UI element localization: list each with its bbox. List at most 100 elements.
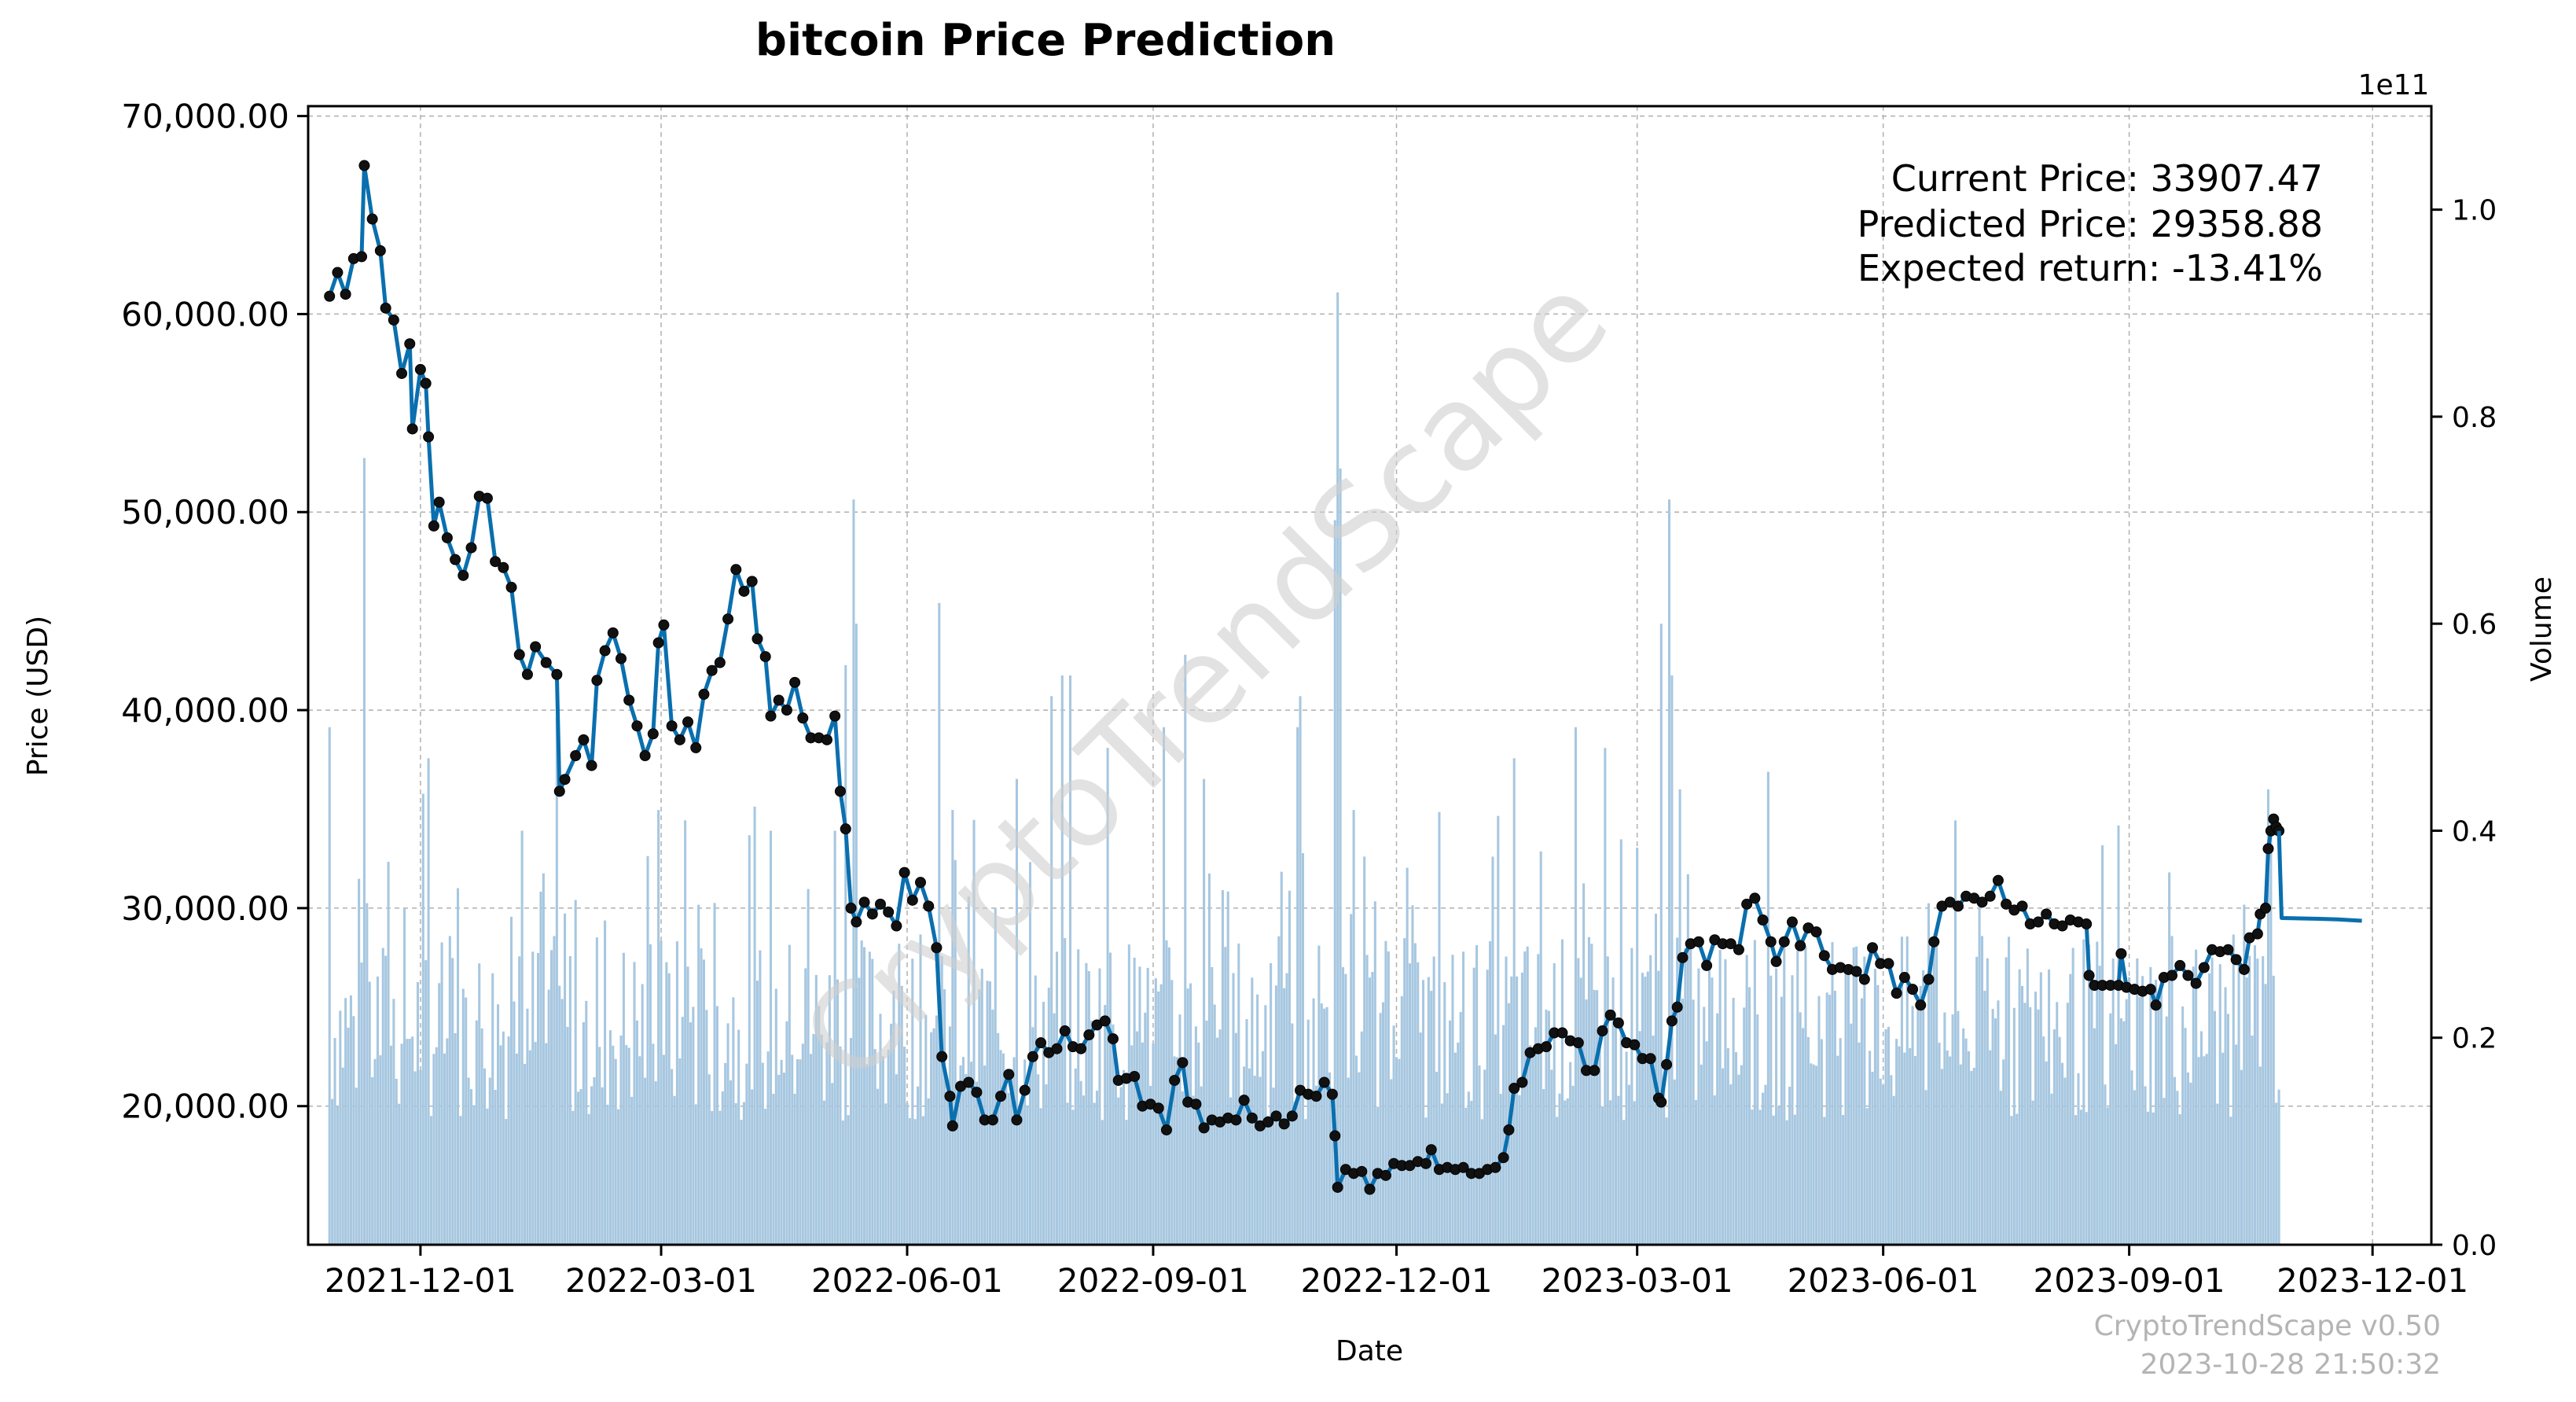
volume-bar [833,830,836,1245]
volume-bar [558,985,561,1245]
volume-bar [2012,1007,2016,1245]
volume-bar [1039,1108,1042,1245]
volume-bar [2066,1003,2069,1245]
volume-bar [1520,972,1523,1245]
volume-bar [854,624,858,1245]
predicted-price-annotation: Predicted Price: 29358.88 [1858,203,2323,245]
volume-bar [745,1063,748,1245]
volume-bar [2117,825,2120,1245]
price-marker [1589,1065,1600,1076]
price-marker [690,741,702,753]
volume-bar [1678,789,1681,1245]
volume-bar [355,1087,358,1245]
price-marker [490,556,502,568]
volume-bar [2218,964,2221,1245]
volume-bar [2181,1006,2185,1245]
price-marker [845,902,857,914]
volume-bar [2146,1111,2149,1245]
volume-bar [1556,1117,1559,1245]
volume-bar [2042,1036,2045,1245]
volume-bar [1373,901,1376,1245]
y2-tick-label: 0.0 [2452,1230,2497,1262]
volume-bar [1486,970,1489,1245]
volume-bar [892,990,895,1245]
volume-bar [1689,938,1692,1245]
volume-bar [970,1062,973,1245]
volume-bar [1512,758,1516,1245]
volume-bar [788,944,791,1245]
volume-bar [1020,1102,1023,1245]
price-marker [1749,892,1761,904]
volume-bar [1911,1006,1914,1245]
volume-bar [1464,1107,1468,1245]
volume-bar [1037,1074,1040,1245]
price-marker [963,1076,975,1088]
volume-bar [868,951,871,1245]
price-marker [2182,970,2194,981]
volume-bar [1604,748,1607,1245]
volume-bar [801,1043,804,1245]
volume-bar [1285,973,1288,1245]
volume-bar [1354,1055,1358,1245]
price-marker [759,651,771,663]
price-marker [2056,920,2068,932]
volume-bar [1762,1092,1765,1245]
x-tick-label: 2022-09-01 [1057,1261,1249,1300]
volume-bar [2272,975,2275,1245]
volume-bar [1125,1120,1128,1245]
volume-bar [1034,975,1037,1245]
volume-bar [1323,1008,1326,1245]
volume-bar [1823,1117,1826,1245]
volume-bar [1876,984,1880,1245]
volume-bar [625,1045,628,1245]
price-marker [738,585,750,597]
volume-bar [2045,1061,2048,1245]
volume-bar [424,960,428,1245]
volume-bar [1909,1048,1912,1245]
volume-bar [1106,748,1109,1245]
volume-bar [766,1051,770,1245]
volume-bar [1310,1092,1313,1245]
volume-bar [1253,1076,1256,1245]
volume-bar [1243,1066,1246,1245]
volume-bar [633,962,636,1245]
y-tick-label: 60,000.00 [121,295,289,333]
volume-bar [376,976,379,1245]
volume-bar [2005,957,2008,1245]
y2-axis-label: Volume [2526,576,2558,682]
volume-bar [820,1034,823,1245]
price-marker [591,675,603,686]
price-marker [821,734,832,745]
volume-bar [400,1043,403,1245]
volume-bar [1529,1045,1532,1245]
volume-bar [435,1047,438,1245]
volume-bar [2170,936,2174,1245]
volume-bar [1304,1119,1307,1245]
volume-bar [582,1022,585,1245]
price-marker [396,367,408,379]
price-marker [513,649,525,661]
price-marker [797,712,809,724]
volume-bar [339,1010,342,1245]
price-marker [1725,938,1736,950]
volume-bar [1783,940,1786,1245]
price-marker [1027,1051,1038,1062]
volume-bar [440,942,443,1245]
volume-bar [2258,1066,2262,1245]
price-marker [1741,898,1753,910]
volume-bar [1606,956,1609,1245]
volume-bar [2186,1072,2189,1245]
volume-bar [983,1065,987,1245]
volume-bar [448,936,451,1245]
price-marker [2166,970,2178,981]
volume-bar [1432,956,1435,1245]
price-marker [1644,1053,1656,1065]
volume-bar [1314,1085,1317,1245]
price-marker [1992,874,2004,886]
price-marker [1457,1161,1469,1173]
price-marker [1230,1114,1242,1126]
footer-timestamp: 2023-10-28 21:50:32 [2141,1349,2441,1381]
volume-bar [1745,955,1748,1245]
volume-bar [564,913,567,1245]
volume-bar [608,1030,612,1245]
